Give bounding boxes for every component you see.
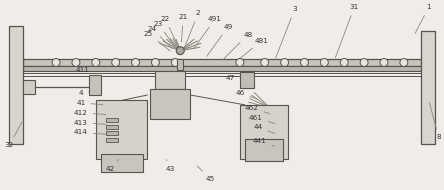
Text: 413: 413 [74,120,106,126]
Bar [96,100,147,159]
Bar [23,73,421,76]
Text: 1: 1 [415,4,431,33]
Bar [177,59,183,70]
Text: 491: 491 [194,16,222,48]
Text: 461: 461 [249,115,275,124]
Bar [240,72,254,88]
Bar [106,118,118,122]
Bar [240,105,288,159]
Circle shape [52,59,60,66]
Text: 45: 45 [197,166,215,182]
Bar [106,131,118,135]
Text: 31: 31 [335,4,359,58]
Circle shape [236,59,244,66]
Circle shape [321,59,328,66]
Bar [106,138,118,142]
Bar [151,89,190,119]
Bar [106,125,118,128]
Bar [23,66,421,71]
Text: 441: 441 [253,138,275,146]
Bar [101,154,143,172]
Bar [23,80,35,94]
Text: 46: 46 [235,90,257,99]
Text: 8: 8 [429,103,441,140]
Circle shape [340,59,348,66]
Text: 481: 481 [237,38,269,61]
Text: 32: 32 [5,122,22,148]
Text: 414: 414 [74,129,106,135]
Circle shape [112,59,119,66]
Bar [155,71,185,89]
Text: 49: 49 [207,24,233,56]
Circle shape [360,59,368,66]
Text: 42: 42 [106,159,119,172]
Bar [9,26,23,144]
Text: 48: 48 [222,32,253,61]
Circle shape [301,59,309,66]
Bar [23,59,421,66]
Text: 25: 25 [144,31,170,51]
Circle shape [176,47,184,55]
Text: 412: 412 [74,110,106,116]
Text: 23: 23 [154,21,174,46]
Text: 21: 21 [178,14,188,42]
Text: 2: 2 [184,10,200,48]
Text: 24: 24 [148,26,172,49]
Circle shape [171,59,179,66]
Circle shape [400,59,408,66]
Text: 3: 3 [276,6,297,58]
Text: 4: 4 [79,90,98,96]
Circle shape [281,59,289,66]
Circle shape [261,59,269,66]
Text: 43: 43 [166,160,175,172]
Text: 47: 47 [225,75,242,81]
Circle shape [92,59,100,66]
Circle shape [131,59,139,66]
Text: 22: 22 [161,16,177,44]
Circle shape [380,59,388,66]
Text: 41: 41 [76,100,103,106]
Text: 44: 44 [253,124,275,134]
Text: 411: 411 [76,67,95,77]
Circle shape [72,59,80,66]
Bar [421,31,435,144]
Bar [245,139,283,161]
Circle shape [151,59,159,66]
Text: 462: 462 [245,105,270,114]
Bar [89,75,101,95]
